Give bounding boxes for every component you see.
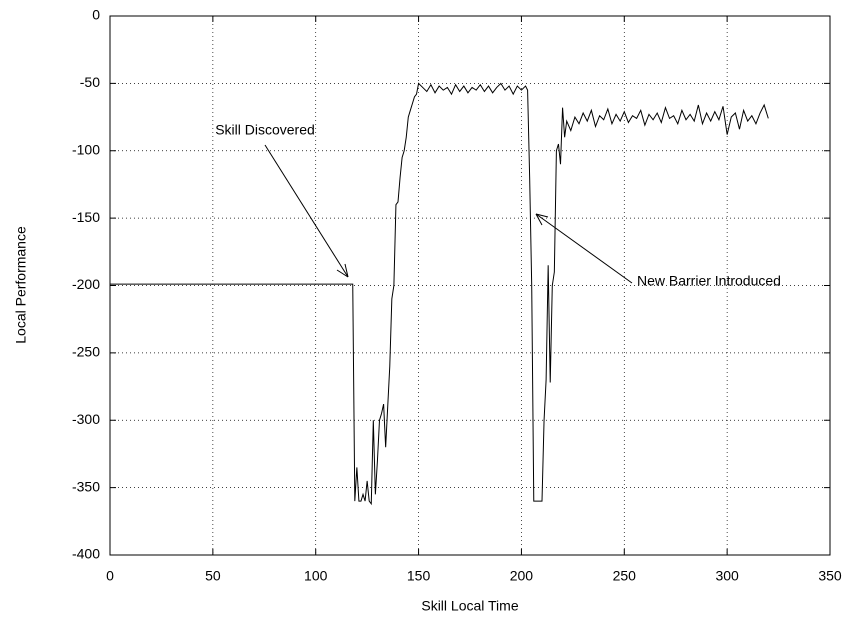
x-tick-label: 100 [304, 568, 328, 584]
y-axis-label: Local Performance [13, 226, 29, 344]
x-tick-label: 0 [106, 568, 114, 584]
x-tick-label: 250 [613, 568, 637, 584]
x-tick-label: 350 [818, 568, 842, 584]
y-tick-label: -350 [72, 478, 100, 494]
y-tick-label: -100 [72, 141, 100, 157]
x-tick-label: 300 [715, 568, 739, 584]
y-tick-label: -50 [80, 74, 100, 90]
y-tick-label: -150 [72, 209, 100, 225]
data-line [110, 82, 769, 506]
annotation-arrow [264, 144, 349, 278]
y-tick-label: -250 [72, 344, 100, 360]
x-tick-label: 150 [407, 568, 431, 584]
x-tick-label: 50 [205, 568, 221, 584]
arrow-head [336, 263, 349, 278]
annotation-arrow [535, 213, 633, 284]
y-tick-label: -400 [72, 546, 100, 562]
annotation: New Barrier Introduced [637, 273, 781, 289]
x-axis-label: Skill Local Time [421, 598, 518, 614]
y-tick-label: -200 [72, 276, 100, 292]
x-tick-label: 200 [510, 568, 534, 584]
y-tick-label: -300 [72, 411, 100, 427]
y-tick-label: 0 [92, 7, 100, 23]
annotation: Skill Discovered [215, 122, 315, 138]
arrow-head [535, 213, 549, 226]
